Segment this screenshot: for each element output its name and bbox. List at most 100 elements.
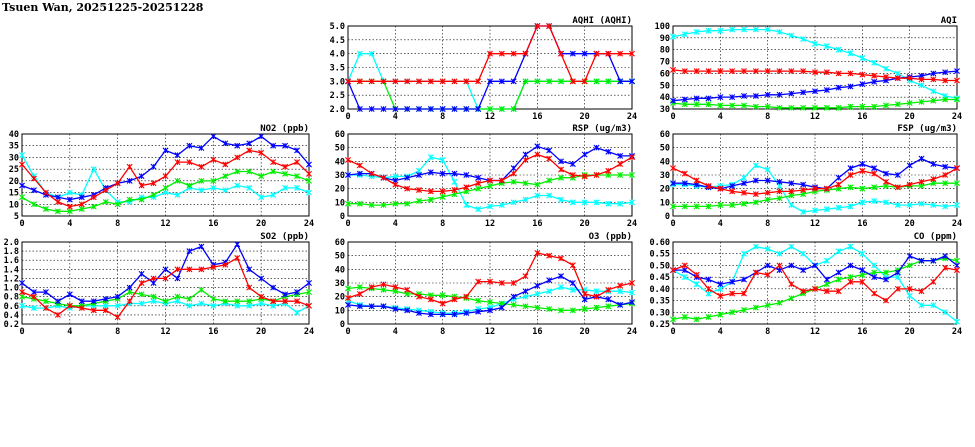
data-point <box>629 154 635 161</box>
data-point <box>380 78 387 85</box>
data-point <box>546 305 553 312</box>
data-point <box>380 281 387 288</box>
data-point <box>705 290 712 297</box>
data-point <box>823 206 830 213</box>
chart-o3: 0 10 20 30 40 50 60 0 4 8 12 16 20 24 O3 (ppb) <box>335 232 637 337</box>
data-point <box>282 163 289 170</box>
data-point <box>752 269 759 276</box>
data-point <box>693 271 700 278</box>
data-point <box>138 182 145 189</box>
data-point <box>234 168 241 175</box>
data-point <box>883 276 889 283</box>
data-point <box>498 202 505 209</box>
y-tick-label: 40 <box>660 157 670 167</box>
y-tick-label: 1.4 <box>4 265 19 275</box>
data-point <box>451 78 458 85</box>
data-point <box>356 106 363 112</box>
data-point <box>246 168 253 175</box>
y-tick-label: 15 <box>9 189 19 199</box>
y-tick-label: 0.60 <box>650 238 670 248</box>
y-tick-label: 40 <box>335 157 345 167</box>
x-tick-label: 8 <box>765 112 770 122</box>
data-point <box>439 311 446 318</box>
data-point <box>906 292 913 299</box>
data-point <box>859 103 866 110</box>
data-point <box>356 170 363 177</box>
data-point <box>558 174 564 181</box>
data-point <box>19 280 25 286</box>
data-point <box>30 293 37 300</box>
data-point <box>918 200 925 207</box>
data-point <box>282 291 289 298</box>
data-point <box>270 168 277 175</box>
data-point <box>847 262 854 269</box>
data-point <box>847 203 854 210</box>
y-tick-label: 40 <box>335 265 345 275</box>
data-point <box>812 207 818 214</box>
x-tick-label: 16 <box>532 327 542 337</box>
data-point <box>534 181 541 188</box>
data-point <box>906 100 913 107</box>
data-point <box>693 95 700 102</box>
data-point <box>546 277 553 284</box>
data-point <box>392 305 399 312</box>
data-point <box>776 250 783 257</box>
data-point <box>835 104 842 111</box>
data-point <box>705 285 712 292</box>
data-point <box>847 274 854 281</box>
data-point <box>282 298 289 305</box>
data-point <box>510 78 517 85</box>
data-point <box>629 199 635 206</box>
x-tick-label: 0 <box>19 219 24 229</box>
x-tick-label: 16 <box>208 219 218 229</box>
data-point <box>918 257 925 264</box>
data-point <box>871 262 878 269</box>
data-point <box>380 106 387 112</box>
data-point <box>102 302 109 309</box>
data-point <box>174 152 181 159</box>
data-point <box>764 166 771 173</box>
data-point <box>294 184 301 191</box>
y-tick-label: 1.6 <box>4 256 19 266</box>
data-point <box>741 174 747 181</box>
data-point <box>593 293 600 300</box>
data-point <box>126 284 133 291</box>
data-point <box>404 200 411 207</box>
data-point <box>729 102 736 109</box>
data-point <box>871 274 878 281</box>
y-tick-label: 60 <box>660 69 670 79</box>
data-point <box>210 295 217 302</box>
data-point <box>138 196 145 203</box>
data-point <box>487 307 493 314</box>
data-point <box>605 148 612 155</box>
data-point <box>883 73 889 80</box>
y-tick-label: 4.0 <box>330 50 345 60</box>
data-point <box>498 50 505 57</box>
data-point <box>427 296 434 303</box>
data-point <box>198 177 205 184</box>
data-point <box>705 101 712 108</box>
x-tick-label: 16 <box>532 112 542 122</box>
data-point <box>126 163 133 170</box>
data-point <box>90 298 97 305</box>
data-point <box>90 307 97 314</box>
y-tick-label: 20 <box>9 177 19 187</box>
data-point <box>475 185 482 192</box>
data-point <box>717 68 724 75</box>
data-point <box>729 182 736 189</box>
data-point <box>581 290 588 297</box>
data-point <box>246 184 253 191</box>
data-point <box>451 296 458 303</box>
data-point <box>522 78 529 85</box>
data-point <box>835 46 842 53</box>
data-point <box>126 289 133 296</box>
data-point <box>427 106 434 112</box>
data-point <box>871 290 878 297</box>
data-point <box>487 203 493 210</box>
data-point <box>380 303 387 310</box>
data-point <box>222 261 229 268</box>
data-point <box>198 266 205 273</box>
data-point <box>894 285 901 292</box>
data-point <box>222 187 229 194</box>
